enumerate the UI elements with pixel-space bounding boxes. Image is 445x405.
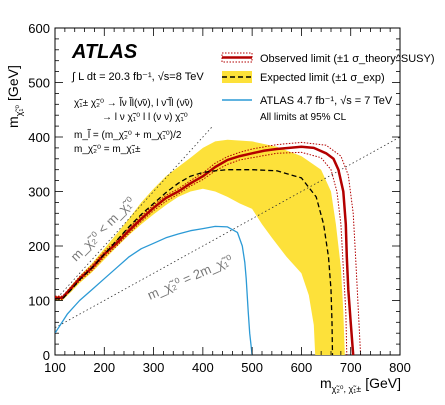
mass-relation-2: m_χ̃₂⁰ = m_χ̃₁± bbox=[74, 144, 141, 155]
y-tick-label: 400 bbox=[28, 130, 50, 145]
x-tick-label: 800 bbox=[389, 360, 411, 375]
y-tick-label: 600 bbox=[28, 21, 50, 36]
experiment-label: ATLAS bbox=[71, 41, 138, 63]
x-tick-label: 600 bbox=[291, 360, 313, 375]
y-tick-label: 500 bbox=[28, 76, 50, 91]
process-label-1: χ̃₁± χ̃₂⁰ → l̃ν l̃l(ν̃ν), l ν̃ l̃l (ν̃ν) bbox=[74, 96, 193, 109]
x-tick-label: 500 bbox=[241, 360, 263, 375]
x-tick-label: 300 bbox=[143, 360, 165, 375]
y-axis-title-main: m bbox=[5, 116, 21, 128]
observed-theory-band-line bbox=[55, 151, 348, 355]
x-axis-title: mχ̃₂⁰, χ̃₁± [GeV] bbox=[320, 375, 401, 394]
expected-band bbox=[55, 139, 345, 355]
y-axis-title-sub: χ̃₁⁰ bbox=[14, 105, 24, 117]
legend-expected-label: Expected limit (±1 σ_exp) bbox=[260, 72, 385, 84]
reference-line-2 bbox=[55, 136, 400, 329]
legend-observed-label: Observed limit (±1 σ_theory^SUSY) bbox=[260, 53, 435, 65]
y-tick-label: 200 bbox=[28, 239, 50, 254]
legend: Observed limit (±1 σ_theory^SUSY) Expect… bbox=[221, 52, 435, 123]
process-label-2: → l ν χ̃₁⁰ l l (ν ν) χ̃₁⁰ bbox=[102, 112, 188, 123]
region-label-half: m_χ̃₂⁰ = 2m_χ̃₁⁰ bbox=[145, 252, 235, 303]
x-tick-label: 100 bbox=[44, 360, 66, 375]
x-axis-title-main: m bbox=[320, 375, 332, 391]
y-tick-label: 0 bbox=[43, 348, 50, 363]
luminosity-label: ∫ L dt = 20.3 fb⁻¹, √s=8 TeV bbox=[71, 71, 204, 83]
observed-theory-band-line bbox=[55, 141, 362, 355]
y-axis-title-unit: [GeV] bbox=[5, 65, 21, 101]
y-tick-label: 300 bbox=[28, 185, 50, 200]
y-axis-title: mχ̃₁⁰ [GeV] bbox=[5, 65, 24, 128]
x-tick-label: 400 bbox=[192, 360, 214, 375]
legend-expected-band bbox=[222, 71, 252, 83]
x-tick-label: 200 bbox=[93, 360, 115, 375]
expected-limit-line bbox=[55, 169, 334, 355]
legend-cl-label: All limits at 95% CL bbox=[260, 112, 347, 123]
x-axis-title-unit: [GeV] bbox=[365, 375, 401, 391]
x-tick-label: 700 bbox=[340, 360, 362, 375]
atlas-7tev-limit-line bbox=[55, 225, 253, 355]
mass-relation-1: m_l̃ = (m_χ̃₂⁰ + m_χ̃₁⁰)/2 bbox=[74, 128, 182, 141]
y-tick-label: 100 bbox=[28, 294, 50, 309]
x-axis-title-sub: χ̃₂⁰, χ̃₁± bbox=[332, 384, 362, 394]
legend-7tev-label: ATLAS 4.7 fb⁻¹, √s = 7 TeV bbox=[260, 95, 393, 107]
